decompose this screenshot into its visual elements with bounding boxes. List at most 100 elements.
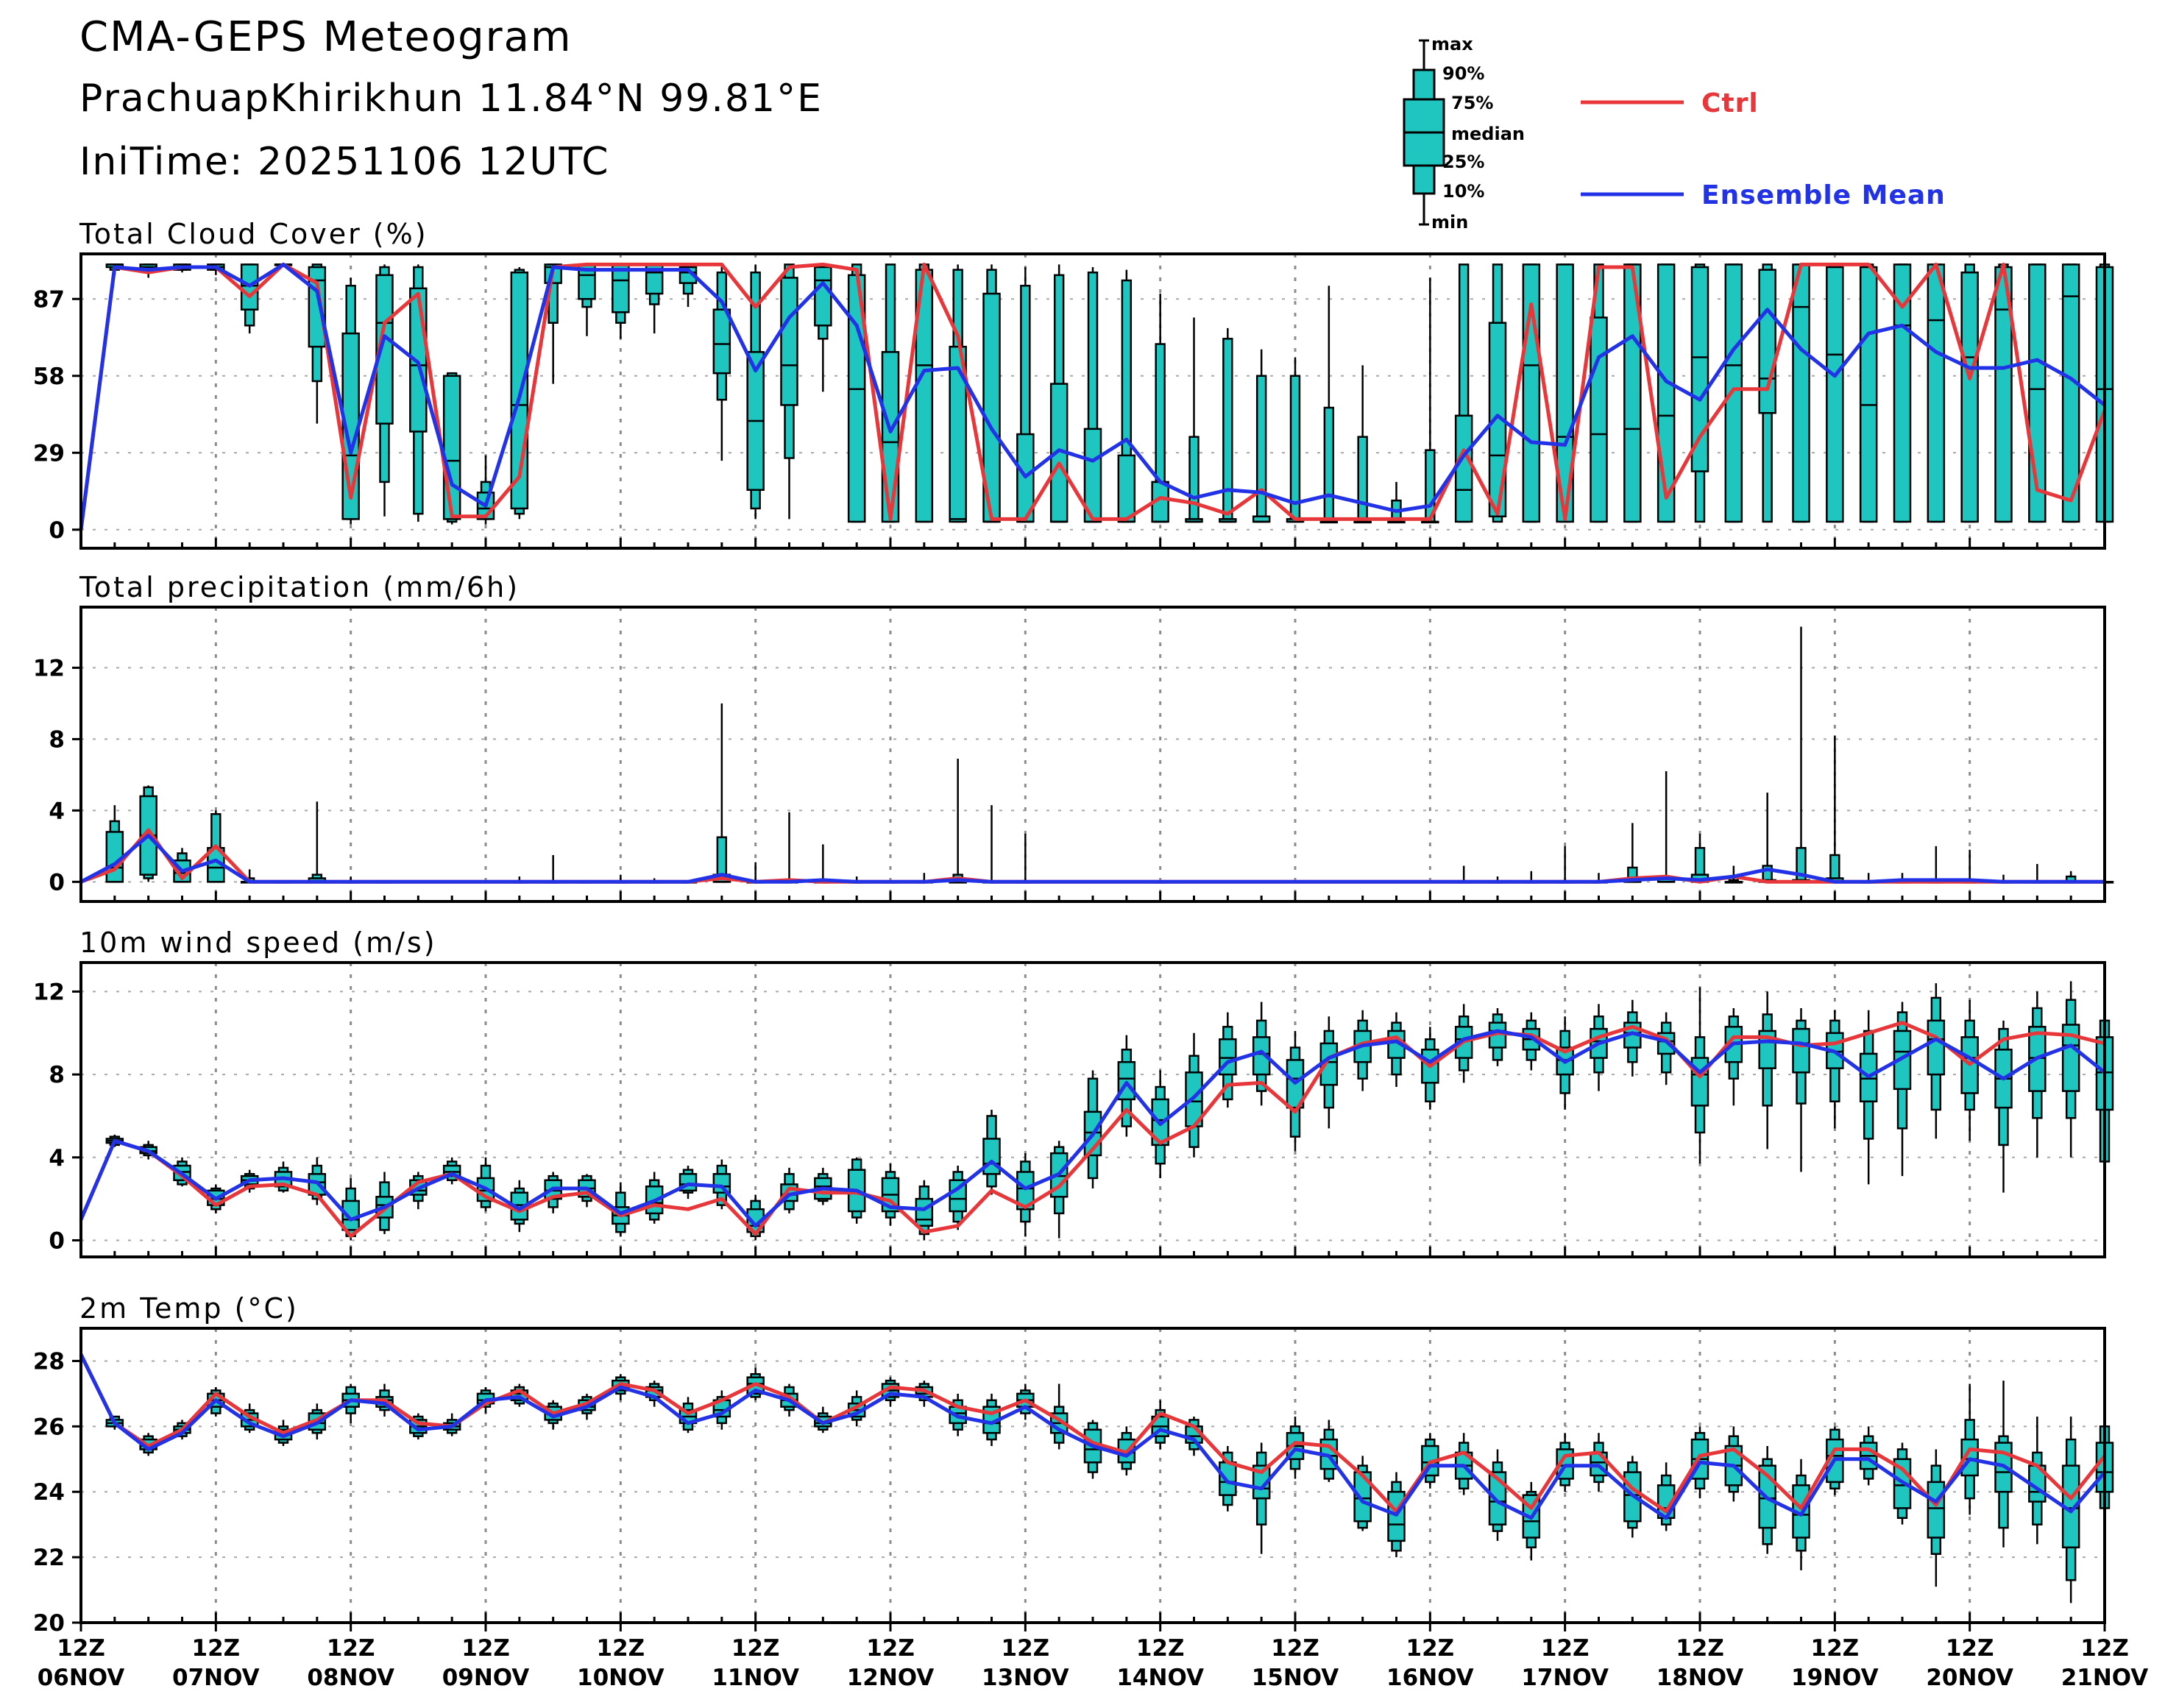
box-48 (1690, 263, 1709, 523)
box-48 (1690, 833, 1709, 883)
x-hour-label: 12Z (1946, 1635, 1994, 1662)
box-p10-p90 (1289, 375, 1301, 523)
box-16 (612, 263, 630, 339)
box-28 (1016, 267, 1035, 523)
chart-init-time: IniTime: 20251106 12UTC (79, 140, 610, 184)
box-56 (1960, 849, 1979, 884)
box-22 (814, 1167, 832, 1205)
box-18 (678, 1166, 698, 1200)
y-tick-label: 22 (33, 1545, 65, 1571)
box-53 (1859, 263, 1878, 523)
box-27 (982, 1110, 1001, 1195)
x-date-label: 09NOV (442, 1665, 530, 1691)
x-hour-label: 12Z (597, 1635, 645, 1662)
series-mean-line (79, 1029, 2106, 1228)
series-mean-line (79, 833, 2105, 884)
box-51 (1792, 626, 1810, 883)
box-57 (1994, 1020, 2013, 1193)
box-52 (1826, 263, 1844, 523)
box-11 (442, 1157, 461, 1185)
legend-key-label: median (1451, 124, 1525, 144)
box-49 (1724, 263, 1743, 523)
box-21 (780, 812, 798, 884)
box-p25-p75 (1927, 263, 1946, 523)
box-56 (1960, 263, 1979, 523)
box-p10-p90 (1357, 436, 1368, 523)
box-58 (2028, 864, 2047, 884)
legend-mean-label: Ensemble Mean (1701, 180, 1946, 210)
box-54 (1893, 263, 1912, 523)
box-55 (1927, 1449, 1946, 1587)
box-p25-p75 (1758, 269, 1776, 414)
box-p25-p75 (1960, 271, 1979, 523)
box-p25-p75 (814, 266, 832, 327)
box-43 (1522, 1481, 1541, 1561)
y-tick-label: 20 (33, 1610, 65, 1637)
box-46 (1623, 823, 1642, 883)
x-date-label: 11NOV (712, 1665, 799, 1691)
box-p25-p75 (1826, 266, 1844, 523)
panel-wind: 10m wind speed (m/s) 0 4 8 12 (33, 926, 2114, 1258)
box-57 (1994, 263, 2013, 523)
x-hour-label: 12Z (1002, 1635, 1050, 1662)
y-tick-label: 12 (33, 655, 65, 681)
box-37 (1319, 286, 1339, 524)
box-51 (1792, 1007, 1810, 1172)
box-53 (1859, 1426, 1878, 1486)
legend-key-label: max (1431, 34, 1473, 54)
chart-title: CMA-GEPS Meteogram (79, 13, 573, 61)
box-27 (982, 805, 1001, 884)
box-p25-p75 (1690, 266, 1709, 472)
series-mean-line (79, 262, 2106, 531)
x-hour-label: 12Z (731, 1635, 780, 1662)
panel-temp: 2m Temp (°C) 20 22 24 26 28 (33, 1292, 2114, 1637)
box-35 (1252, 1442, 1271, 1554)
x-date-label: 14NOV (1116, 1665, 1204, 1691)
box-51 (1792, 263, 1810, 523)
box-59 (2061, 263, 2080, 523)
box-27 (982, 264, 1001, 523)
box-33 (1185, 317, 1203, 523)
box-p25-p75 (1927, 1481, 1946, 1539)
x-date-label: 06NOV (38, 1665, 125, 1691)
box-p25-p75 (915, 1197, 934, 1227)
box-p10-p90 (1222, 338, 1233, 523)
x-hour-label: 12Z (2080, 1635, 2129, 1662)
panel-title: 10m wind speed (m/s) (79, 926, 437, 959)
box-47 (1656, 771, 1676, 883)
y-tick-label: 87 (33, 286, 65, 313)
box-39 (1387, 481, 1406, 524)
box-p25-p75 (712, 308, 731, 375)
box-49 (1724, 1007, 1743, 1106)
x-hour-label: 12Z (461, 1635, 510, 1662)
box-37 (1319, 1016, 1339, 1129)
box-15 (578, 263, 596, 336)
x-date-label: 16NOV (1386, 1665, 1474, 1691)
box-28 (1016, 1153, 1035, 1236)
x-date-label: 15NOV (1252, 1665, 1339, 1691)
box-p25-p75 (780, 277, 798, 406)
box-p25-p75 (1252, 1464, 1271, 1500)
box-19 (712, 703, 731, 883)
box-p25-p75 (1556, 263, 1574, 523)
box-p10-p90 (1323, 406, 1335, 523)
box-30 (1083, 1070, 1102, 1189)
x-date-label: 07NOV (172, 1665, 260, 1691)
x-date-label: 13NOV (982, 1665, 1069, 1691)
x-hour-label: 12Z (866, 1635, 915, 1662)
box-55 (1927, 846, 1946, 884)
y-tick-label: 0 (49, 517, 65, 544)
box-50 (1758, 263, 1776, 523)
box-59 (2061, 981, 2080, 1158)
box-21 (780, 263, 798, 520)
box-p25-p75 (1219, 1461, 1237, 1496)
box-p25-p75 (2061, 263, 2080, 523)
y-tick-label: 12 (33, 979, 65, 1005)
box-28 (1016, 833, 1035, 884)
x-hour-label: 12Z (1676, 1635, 1724, 1662)
box-31 (1117, 269, 1136, 523)
box-p25-p75 (1016, 1171, 1035, 1211)
box-55 (1927, 263, 1946, 523)
box-9 (375, 264, 394, 517)
